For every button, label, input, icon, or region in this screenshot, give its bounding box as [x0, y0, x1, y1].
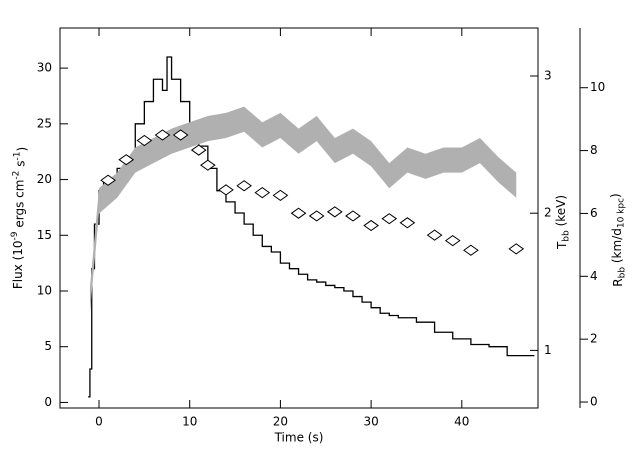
label-part: T: [555, 241, 569, 250]
temperature-point: [363, 219, 379, 232]
radius-band: [89, 106, 517, 313]
temperature-point: [399, 217, 416, 229]
label-part: -1: [12, 152, 22, 161]
y3-tick-label: 2: [590, 332, 598, 346]
label-part: s: [13, 161, 27, 171]
temperature-point: [199, 159, 216, 171]
y2-tick-label: 1: [544, 343, 552, 357]
y-tick-label: 10: [37, 283, 52, 297]
y-tick-label: 15: [37, 228, 52, 242]
temperature-point: [254, 187, 271, 199]
y-tick-label: 30: [37, 61, 52, 75]
y2-tick-label: 3: [544, 69, 552, 83]
temperature-point: [345, 210, 361, 222]
label-part: Flux (10: [11, 240, 25, 289]
label-part: bb: [561, 230, 571, 242]
temperature-point: [463, 244, 479, 256]
label-part: bb: [617, 267, 627, 279]
flux-line: [88, 56, 535, 398]
temperature-point: [290, 207, 307, 219]
temperature-point: [190, 144, 207, 156]
temperature-point: [136, 134, 153, 147]
temperature-point: [118, 154, 135, 166]
temperature-point: [154, 129, 171, 141]
y3-axis-label: Rbb (km/d10 kpc): [608, 193, 627, 286]
temperature-point: [444, 235, 461, 247]
temperature-point: [426, 229, 443, 241]
y-tick-label: 0: [44, 395, 52, 409]
x-tick-label: 20: [273, 415, 288, 429]
y3-tick-label: 6: [590, 206, 598, 220]
y-tick-label: 20: [37, 172, 52, 186]
temperature-point: [326, 206, 343, 218]
x-tick-label: 30: [363, 415, 378, 429]
label-part: 10 kpc: [616, 198, 626, 228]
label-part: ergs cm: [12, 180, 26, 232]
y3-tick-label: 0: [590, 395, 598, 409]
temperature-point: [381, 213, 398, 225]
label-part: -2: [11, 171, 21, 180]
y2-tick-label: 2: [544, 206, 552, 220]
y2-axis-label: Tbb (keV): [553, 195, 571, 250]
temperature-point: [100, 174, 116, 186]
temperature-point: [308, 210, 325, 222]
x-tick-label: 10: [182, 415, 197, 429]
label-part: ): [15, 147, 29, 152]
x-axis-label: Time (s): [274, 431, 324, 445]
temperature-point: [218, 184, 234, 196]
y3-tick-label: 8: [590, 143, 598, 157]
temperature-point: [236, 180, 252, 192]
temperature-point: [508, 243, 525, 255]
temperature-point: [172, 129, 189, 141]
label-part: -9: [9, 231, 19, 240]
label-part: (keV): [553, 195, 567, 230]
label-part: R: [611, 278, 625, 286]
y-axis-label: Flux (10-9 ergs cm-2 s-1): [9, 147, 28, 289]
label-part: (km/d: [609, 228, 623, 267]
y3-tick-label: 4: [590, 269, 598, 283]
y-tick-label: 5: [44, 339, 52, 353]
label-part: ): [608, 193, 622, 198]
plot-frame: [59, 27, 539, 409]
temperature-point: [272, 189, 289, 201]
y3-tick-label: 10: [590, 80, 605, 94]
y-tick-label: 25: [37, 116, 52, 130]
x-tick-label: 40: [454, 415, 469, 429]
x-tick-label: 0: [95, 415, 103, 429]
